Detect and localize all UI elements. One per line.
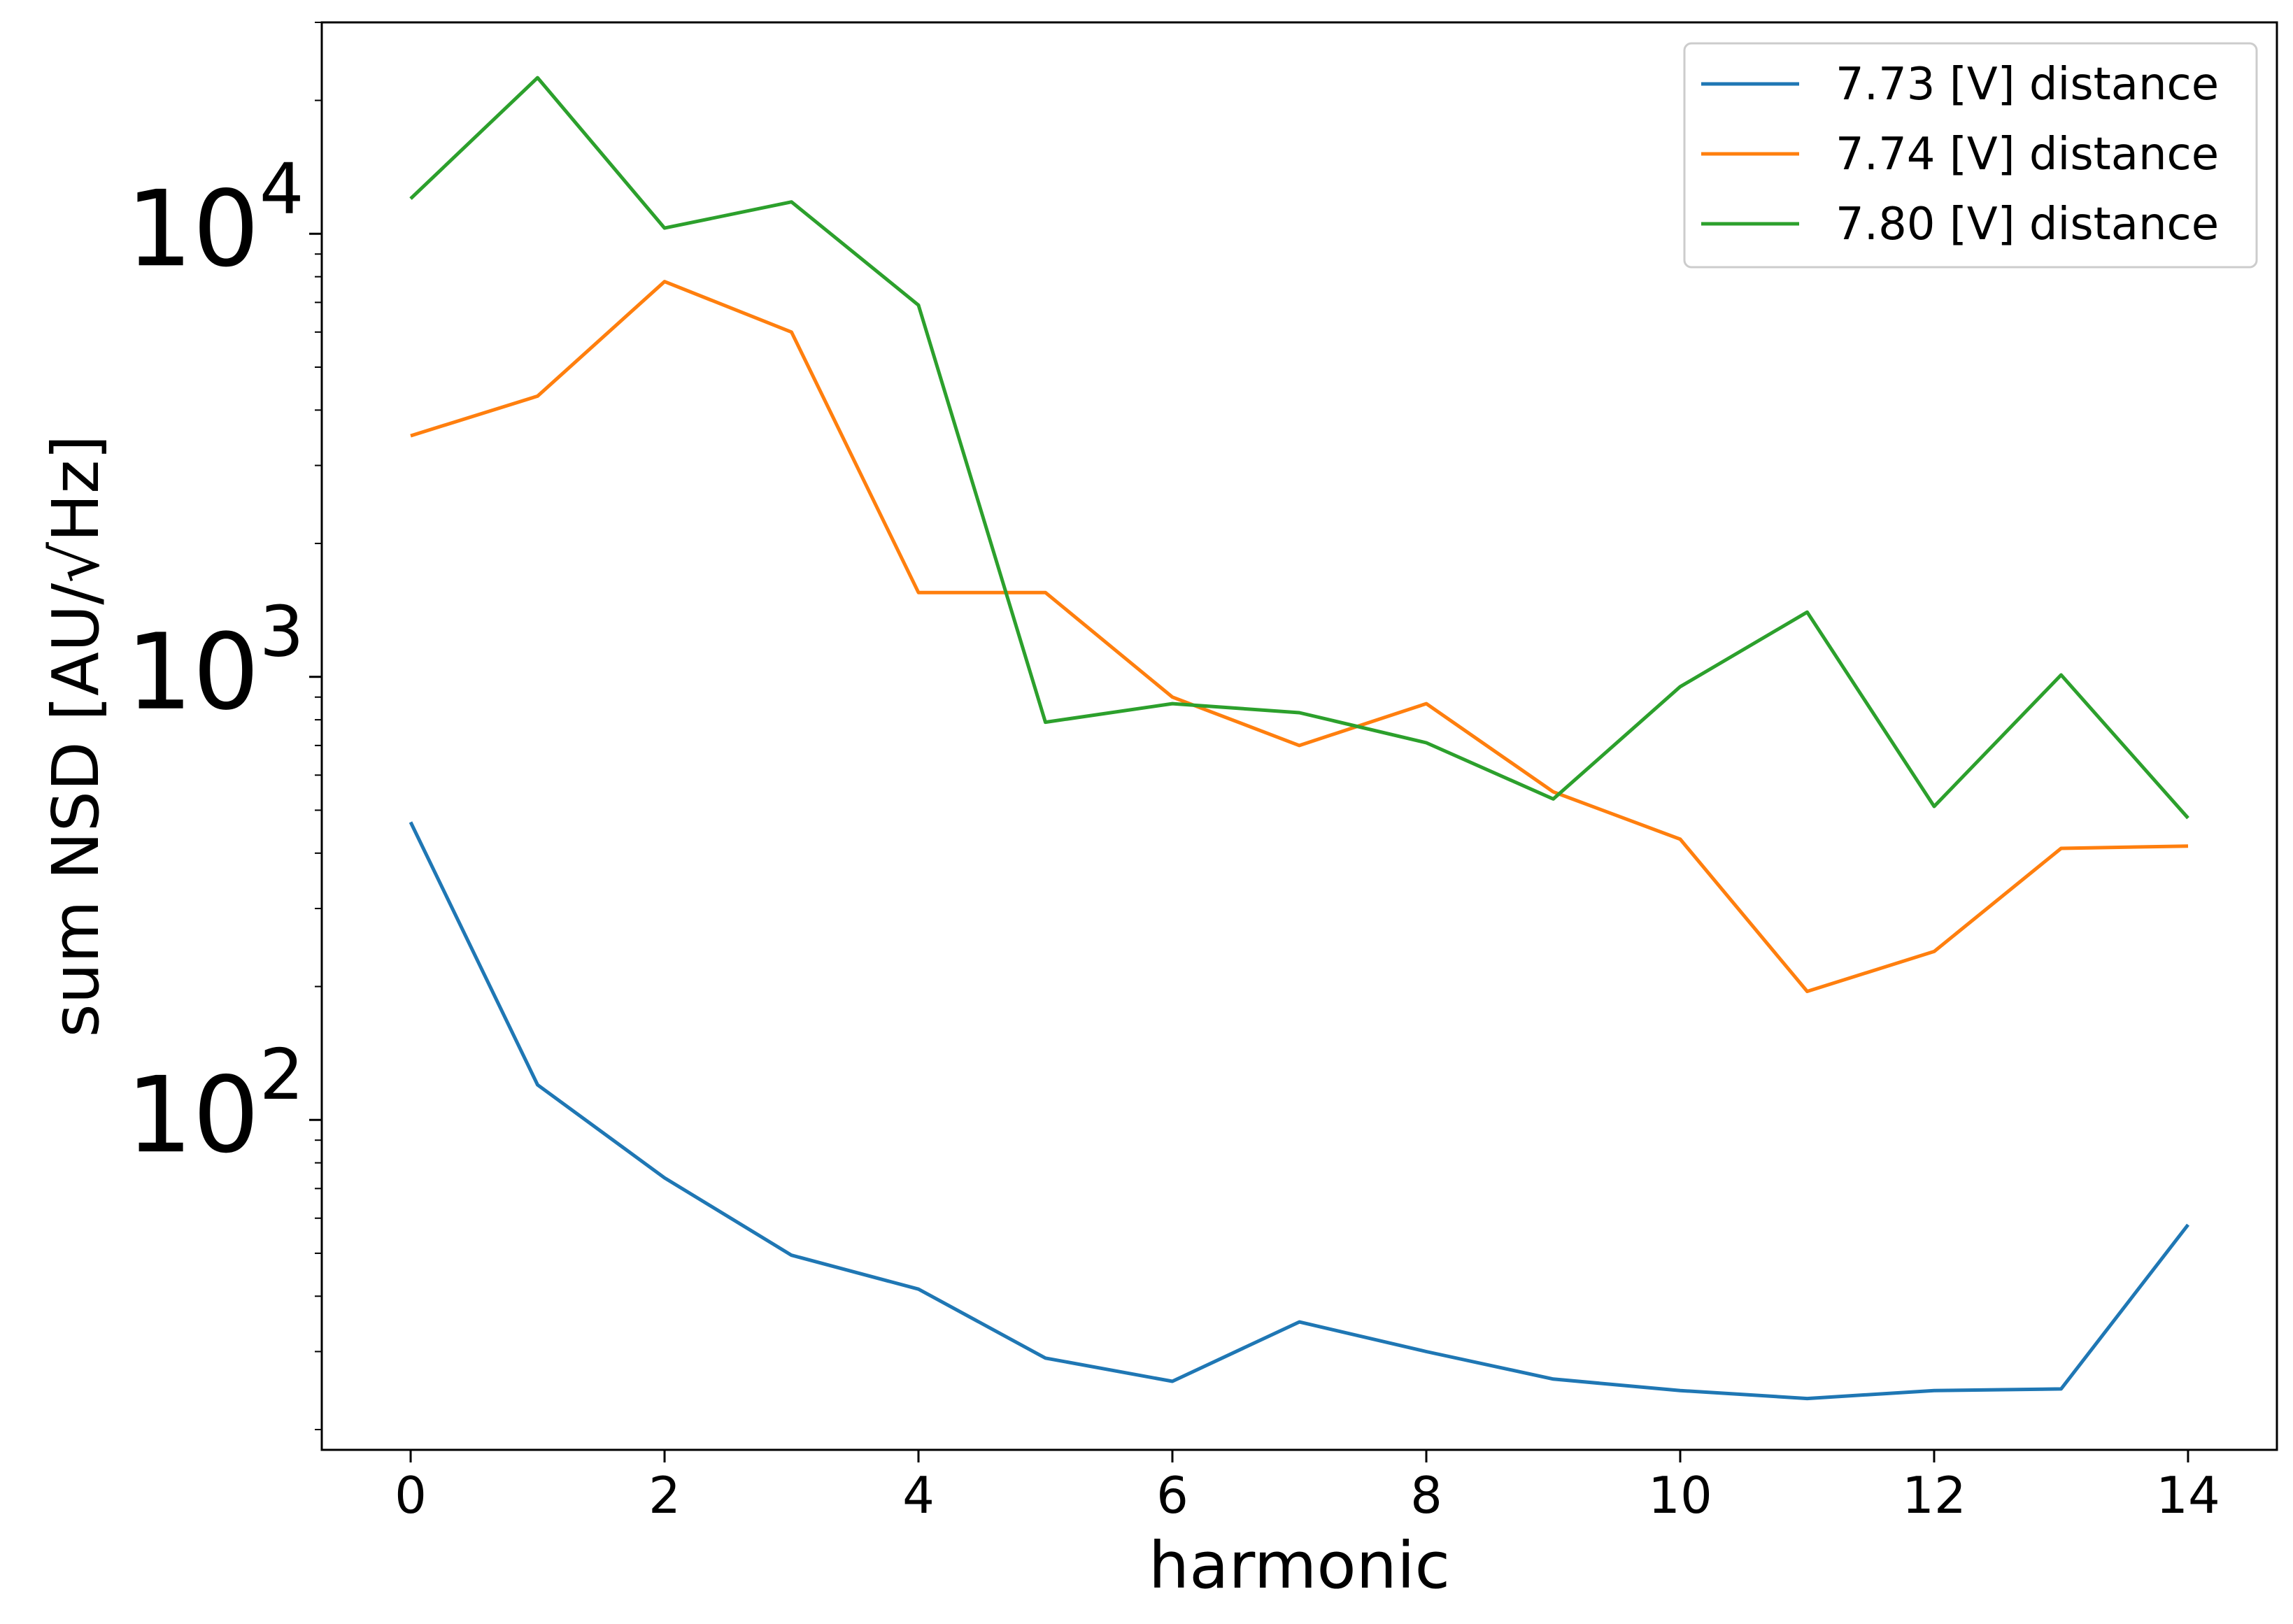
x-tick-label: 10 [1648,1466,1712,1525]
plot-area [409,76,2189,1401]
x-axis-label: harmonic [1149,1528,1450,1603]
series-line-1 [409,821,2189,1401]
x-tick-label: 12 [1902,1466,1966,1525]
x-tick-label: 6 [1156,1466,1188,1525]
legend-label-2: 7.74 [V] distance [1836,129,2219,180]
series-line-3 [409,76,2189,820]
legend-label-1: 7.73 [V] distance [1836,59,2219,111]
y-tick-label: 102 [126,1034,304,1176]
y-tick-exponent: 4 [260,148,304,229]
y-tick-base: 10 [126,612,260,734]
x-tick-label: 0 [395,1466,427,1525]
x-tick-label: 2 [648,1466,681,1525]
legend-label-3: 7.80 [V] distance [1836,199,2219,250]
y-tick-exponent: 3 [260,591,304,673]
y-tick-base: 10 [126,169,260,290]
legend: 7.73 [V] distance 7.74 [V] distance 7.80 [… [1683,42,2258,269]
x-tick-label: 8 [1410,1466,1442,1525]
y-tick-exponent: 2 [260,1034,304,1116]
x-tick-label: 14 [2156,1466,2220,1525]
x-tick-label: 4 [902,1466,935,1525]
y-axis-label: sum NSD [AU/√Hz] [38,435,113,1038]
y-tick-label: 103 [126,591,304,734]
plot-frame [320,21,2278,1451]
series-line-2 [410,280,2189,993]
legend-box [1683,42,2258,269]
y-tick-base: 10 [126,1055,260,1176]
y-tick-label: 104 [126,148,304,290]
